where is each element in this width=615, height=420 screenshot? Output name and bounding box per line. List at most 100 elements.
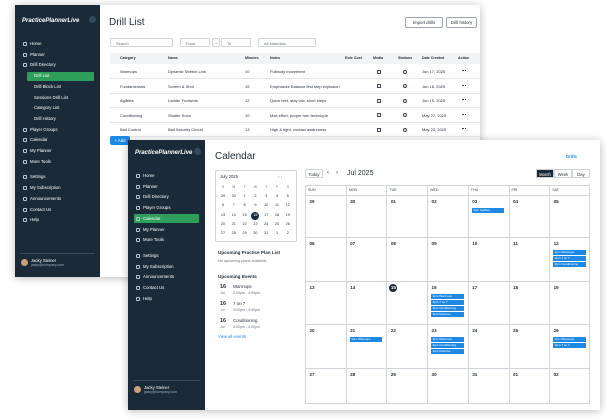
filter-input[interactable]: From [180,38,210,47]
date-number[interactable]: 01 [390,198,396,204]
view-all-link[interactable]: View all events [218,334,246,339]
today-button[interactable]: Today [305,169,323,178]
mini-day[interactable]: 16 [251,211,260,220]
date-number[interactable]: 25 [512,327,519,333]
mini-day[interactable]: 2 [286,231,289,236]
event-chip[interactable]: 3pm 7 on 7 [553,256,586,261]
event-chip[interactable]: 3pm Warmups [349,337,383,342]
menu-item[interactable]: Sessions Drill List [34,94,68,100]
mini-day[interactable]: 4 [275,194,279,199]
date-number[interactable]: 16 [431,284,437,290]
action-menu[interactable] [462,99,466,100]
action-menu[interactable] [462,113,466,115]
view-button[interactable]: Week [554,169,572,178]
date-number[interactable]: 28 [350,371,356,377]
collapse-button[interactable] [89,16,96,23]
menu-item[interactable]: Drill History [34,115,56,121]
mini-day[interactable]: 1 [243,194,246,199]
mini-day[interactable]: 19 [285,212,290,217]
menu-item[interactable]: My Planner [143,226,165,232]
date-number[interactable]: 08 [390,240,396,246]
date-number[interactable]: 02 [553,371,559,377]
date-number[interactable]: 15 [389,284,398,292]
event-chip[interactable]: 3pm Warmups [431,294,464,299]
event-chip[interactable]: 3pm Defense [431,349,464,354]
mini-day[interactable]: 26 [285,221,290,226]
mini-day[interactable]: 10 [264,203,269,208]
date-number[interactable]: 29 [309,198,315,204]
mini-day[interactable]: 27 [220,231,226,236]
mini-day[interactable]: 17 [264,212,269,217]
action-menu[interactable] [462,84,466,86]
event-title[interactable]: Conditioning [233,318,258,323]
event-chip[interactable]: 3pm Warmups [553,337,586,342]
date-number[interactable]: 17 [472,284,478,290]
prev-button[interactable]: ‹ [327,169,329,176]
event-chip[interactable]: 3pm Conditioning [553,262,586,267]
menu-item[interactable]: Calendar [143,215,161,221]
mini-day[interactable]: 8 [243,203,246,208]
menu-item[interactable]: Settings [30,174,46,180]
filter-dropdown[interactable]: Drills [566,154,577,159]
menu-item[interactable]: Calendar [30,137,48,143]
date-number[interactable]: 19 [553,284,559,290]
next-button[interactable]: › [336,169,338,176]
date-number[interactable]: 14 [350,284,356,290]
menu-item[interactable]: Contact Us [143,285,165,290]
menu-item[interactable]: Settings [143,252,159,258]
mini-day[interactable]: 11 [275,203,279,208]
date-number[interactable]: 05 [553,198,559,204]
event-chip[interactable]: 3pm Conditioning [431,343,464,348]
mini-day[interactable]: 6 [221,203,225,208]
header-button[interactable]: Import drills [405,17,443,28]
action-menu[interactable] [462,128,466,129]
mini-nav[interactable]: ‹ › [278,173,283,179]
date-number[interactable]: 31 [472,371,478,377]
menu-item[interactable]: My Subscription [30,185,61,191]
mini-day[interactable]: 31 [264,231,269,236]
event-chip[interactable]: 3pm 7 on 7 [431,300,464,305]
mini-day[interactable]: 30 [253,231,258,236]
event-chip[interactable]: 3pm Defense [431,312,464,317]
mini-day[interactable]: 25 [274,221,280,226]
mini-day[interactable]: 30 [231,194,236,199]
mini-day[interactable]: 13 [220,212,226,217]
event-chip[interactable]: 3pm Conditioning [431,306,464,311]
date-number[interactable]: 24 [472,327,478,333]
menu-item[interactable]: Announcements [30,195,62,201]
mini-day[interactable]: 29 [220,194,226,199]
date-number[interactable]: 12 [553,240,559,246]
date-number[interactable]: 30 [350,198,356,204]
menu-item[interactable]: Planner [143,183,158,189]
menu-item[interactable]: Drill Block List [34,83,61,89]
menu-item[interactable]: Home [143,173,155,178]
mini-day[interactable]: 18 [274,212,280,217]
mini-day[interactable]: 9 [254,203,257,208]
mini-day[interactable]: 1 [275,231,279,236]
menu-item[interactable]: Home [30,41,42,46]
view-button[interactable]: Day [572,169,590,178]
menu-item[interactable]: More Tools [30,158,51,164]
date-number[interactable]: 20 [309,327,315,333]
date-number[interactable]: 02 [431,198,437,204]
menu-item[interactable]: Help [30,217,39,223]
mini-day[interactable]: 29 [242,231,247,236]
mini-day[interactable]: 20 [220,221,226,226]
mini-day[interactable]: 14 [231,212,236,217]
menu-item[interactable]: Drill List [34,73,50,79]
event-chip[interactable]: 3pm Agilities [471,208,505,213]
date-number[interactable]: 06 [309,240,315,246]
date-number[interactable]: 09 [431,240,437,246]
menu-item[interactable]: More Tools [143,237,164,243]
mini-day[interactable]: 12 [285,203,290,208]
event-title[interactable]: 7 on 7 [233,301,246,306]
menu-item[interactable]: My Planner [30,148,52,153]
date-number[interactable]: 23 [431,327,437,333]
date-number[interactable]: 10 [472,240,478,246]
date-number[interactable]: 03 [472,198,478,204]
menu-item[interactable]: Player Groups [30,126,58,132]
event-chip[interactable]: 3pm 7 on 7 [553,343,586,348]
date-number[interactable]: 18 [512,284,519,290]
menu-item[interactable]: Category List [34,105,60,111]
date-number[interactable]: 22 [390,327,396,333]
